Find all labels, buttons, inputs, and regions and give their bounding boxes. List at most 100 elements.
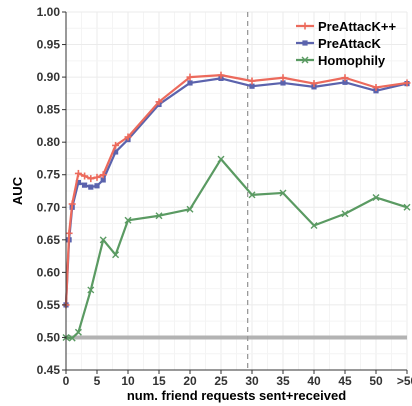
- legend-label-preattack-plus-plus: PreAttacK++: [318, 19, 396, 34]
- data-point-preattack: [342, 79, 348, 85]
- y-tick-label: 1.00: [37, 5, 61, 19]
- y-tick-label: 0.85: [37, 103, 61, 117]
- data-point-preattack-plus-plus: [403, 79, 411, 87]
- data-point-preattack: [75, 179, 81, 186]
- square-marker-icon: [94, 183, 100, 189]
- series-line-homophily: [65, 158, 408, 340]
- x-tick-label: 25: [214, 374, 228, 388]
- x-marker-b: [74, 328, 82, 336]
- data-point-preattack-plus-plus: [68, 200, 76, 208]
- data-point-homophily: [99, 236, 107, 244]
- x-marker-b: [248, 191, 256, 199]
- data-point-preattack: [94, 183, 100, 189]
- data-point-homophily: [372, 194, 380, 202]
- data-point-homophily: [87, 286, 95, 294]
- y-axis-label: AUC: [10, 176, 25, 205]
- data-point-homophily: [186, 205, 194, 213]
- x-marker-b: [310, 222, 318, 229]
- series-lines: [62, 71, 411, 342]
- y-tick-label: 0.95: [37, 38, 61, 52]
- data-point-homophily: [68, 334, 76, 342]
- data-point-preattack-plus-plus: [341, 74, 349, 82]
- data-point-preattack-plus-plus: [186, 73, 194, 81]
- legend: PreAttacK++ PreAttacK Homophily: [296, 19, 396, 68]
- data-point-preattack-plus-plus: [217, 71, 225, 79]
- legend-item-preattack: PreAttacK: [296, 36, 381, 51]
- square-marker-icon: [82, 182, 88, 188]
- data-point-preattack-plus-plus: [65, 229, 73, 237]
- data-point-preattack: [249, 83, 255, 89]
- square-marker-icon: [280, 80, 286, 86]
- axes: [65, 12, 407, 371]
- square-marker-icon: [302, 40, 308, 46]
- data-point-preattack-plus-plus: [74, 169, 82, 177]
- legend-marker-icon: [301, 56, 309, 64]
- data-point-homophily: [310, 222, 318, 229]
- y-tick-label: 0.80: [37, 135, 61, 149]
- y-tick-label: 0.65: [37, 233, 61, 247]
- data-point-preattack-plus-plus: [279, 74, 287, 82]
- x-marker-b: [279, 189, 287, 197]
- data-point-preattack-plus-plus: [310, 80, 318, 88]
- data-point-preattack-plus-plus: [112, 141, 120, 149]
- data-point-preattack: [187, 80, 193, 86]
- x-marker-b: [112, 251, 120, 259]
- x-marker-b: [341, 210, 349, 218]
- y-tick-label: 0.55: [37, 298, 61, 312]
- legend-item-homophily: Homophily: [296, 53, 386, 68]
- data-point-homophily: [155, 212, 163, 220]
- tick-labels: 0.45 0.50 0.55 0.60 0.65 0.70 0.75 0.80 0.85 0.90…: [37, 5, 412, 388]
- x-tick-label: 50: [369, 374, 383, 388]
- x-marker-b: [301, 56, 309, 64]
- data-point-preattack-plus-plus: [81, 172, 89, 180]
- x-tick-label: 40: [307, 374, 321, 388]
- data-point-preattack-plus-plus: [99, 171, 107, 179]
- x-tick-label: 45: [338, 374, 352, 388]
- data-point-preattack-plus-plus: [155, 98, 163, 106]
- data-point-preattack: [280, 80, 286, 86]
- data-point-preattack-plus-plus: [248, 77, 256, 85]
- x-tick-label: 30: [245, 374, 259, 388]
- gridlines: [65, 11, 408, 371]
- square-marker-icon: [249, 83, 255, 89]
- data-point-homophily: [112, 251, 120, 259]
- data-point-homophily: [403, 203, 411, 211]
- square-marker-icon: [88, 184, 94, 190]
- x-tick-label: 15: [152, 374, 166, 388]
- x-marker-b: [186, 205, 194, 213]
- x-axis-label: num. friend requests sent+received: [127, 388, 346, 403]
- data-point-preattack-plus-plus: [93, 173, 101, 181]
- x-tick-label: 20: [183, 374, 197, 388]
- y-tick-label: 0.50: [37, 330, 61, 344]
- legend-marker-icon: [302, 40, 308, 46]
- x-marker-b: [124, 216, 132, 224]
- data-point-homophily: [74, 328, 82, 336]
- y-tick-label: 0.45: [37, 363, 61, 377]
- data-point-preattack: [100, 177, 106, 183]
- data-point-preattack-plus-plus: [87, 175, 95, 183]
- data-point-preattack: [88, 184, 94, 190]
- data-point-homophily: [248, 191, 256, 199]
- x-marker-b: [403, 203, 411, 211]
- y-tick-label: 0.70: [37, 200, 61, 214]
- x-tick-label: 0: [63, 374, 70, 388]
- reference-lines: [66, 12, 407, 370]
- x-tick-label: 10: [121, 374, 135, 388]
- x-marker-b: [372, 194, 380, 202]
- series-preattack-plus-plus: [62, 71, 411, 309]
- y-tick-label: 0.75: [37, 168, 61, 182]
- legend-label-homophily: Homophily: [318, 53, 386, 68]
- data-point-homophily: [217, 155, 225, 163]
- data-point-homophily: [341, 210, 349, 218]
- x-marker-b: [68, 334, 76, 342]
- y-tick-label: 0.90: [37, 70, 61, 84]
- x-marker-b: [87, 286, 95, 294]
- data-point-homophily: [124, 216, 132, 224]
- data-point-homophily: [279, 189, 287, 197]
- data-point-preattack: [82, 182, 88, 188]
- square-marker-icon: [342, 79, 348, 85]
- data-point-preattack-plus-plus: [372, 84, 380, 92]
- x-marker-b: [217, 155, 225, 163]
- x-marker-b: [99, 236, 107, 244]
- y-tick-label: 0.60: [37, 265, 61, 279]
